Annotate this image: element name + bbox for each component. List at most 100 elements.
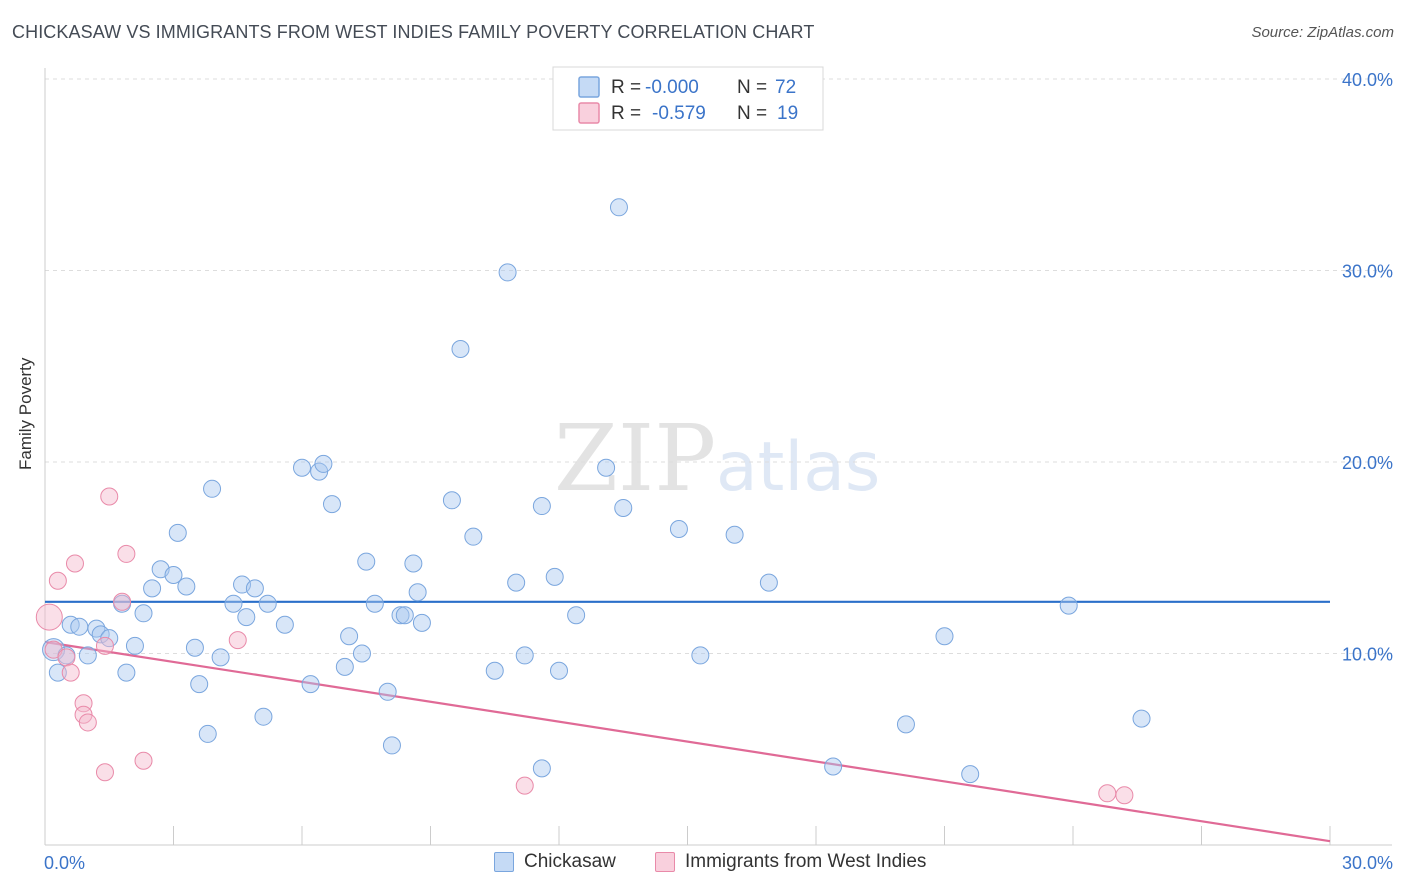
chickasaw-point	[378, 682, 397, 701]
watermark-zip: ZIP	[554, 405, 716, 512]
y-tick-label: 10.0%	[1342, 645, 1393, 665]
chickasaw-point	[245, 579, 264, 598]
chickasaw-point	[314, 454, 333, 473]
chickasaw-point	[691, 646, 710, 665]
chickasaw-point	[42, 638, 66, 662]
chickasaw-point	[759, 573, 778, 592]
grid-lines	[45, 78, 1392, 654]
chickasaw-point	[1132, 709, 1151, 728]
chickasaw-point	[211, 648, 230, 667]
chickasaw-point	[125, 636, 144, 655]
legend-label-west-indies: Immigrants from West Indies	[685, 851, 927, 872]
chickasaw-point	[404, 554, 423, 573]
west-indies-point	[78, 713, 97, 732]
legend-label-chickasaw: Chickasaw	[524, 851, 616, 872]
chickasaw-point	[78, 646, 97, 665]
chickasaw-point	[335, 657, 354, 676]
west-indies-point	[134, 751, 153, 770]
chickasaw-point	[352, 644, 371, 663]
chickasaw-point	[532, 759, 551, 778]
chickasaw-point	[545, 567, 564, 586]
chickasaw-point	[597, 458, 616, 477]
y-tick-label: 20.0%	[1342, 453, 1393, 473]
chickasaw-point	[669, 520, 688, 539]
chickasaw-point	[382, 736, 401, 755]
chickasaw-point	[190, 675, 209, 694]
chickasaw-point	[177, 577, 196, 596]
west-indies-point	[515, 776, 534, 795]
chickasaw-point	[498, 263, 517, 282]
chickasaw-point	[340, 627, 359, 646]
west-indies-point	[228, 631, 247, 650]
chickasaw-point	[91, 625, 110, 644]
legend-bottom: Chickasaw Immigrants from West Indies	[0, 851, 1406, 879]
legend-r-value-2: -0.579	[652, 103, 706, 124]
y-tick-label: 40.0%	[1342, 70, 1393, 90]
chickasaw-point	[532, 497, 551, 516]
chickasaw-point	[442, 491, 461, 510]
chickasaw-point	[451, 340, 470, 359]
west-indies-trend-line	[44, 640, 1331, 843]
chickasaw-point	[224, 594, 243, 613]
chickasaw-point	[550, 661, 568, 680]
west-indies-point	[117, 544, 136, 563]
chickasaw-point	[117, 663, 136, 682]
chickasaw-point	[301, 675, 320, 694]
west-indies-point	[1115, 786, 1134, 805]
chickasaw-point	[168, 523, 187, 542]
source-label: Source: ZipAtlas.com	[1251, 24, 1394, 41]
chart-title: CHICKASAW VS IMMIGRANTS FROM WEST INDIES…	[12, 22, 815, 42]
chickasaw-point	[198, 724, 217, 743]
y-tick-label: 30.0%	[1342, 262, 1393, 282]
chickasaw-point	[395, 606, 414, 625]
chickasaw-point	[134, 604, 153, 623]
chickasaw-point	[961, 765, 980, 784]
legend-r-label-2: R =	[611, 103, 641, 124]
west-indies-point	[48, 571, 67, 590]
legend-swatch-pink	[578, 102, 600, 124]
x-tick-label: 30.0%	[1342, 853, 1393, 873]
chickasaw-point	[322, 495, 341, 514]
west-indies-point	[95, 763, 114, 782]
legend-r-label-1: R =	[611, 77, 641, 98]
chickasaw-point	[48, 663, 67, 682]
data-points	[35, 198, 1151, 805]
watermark: ZIP atlas	[554, 405, 880, 512]
chickasaw-point	[507, 573, 526, 592]
axes	[44, 68, 1392, 846]
chickasaw-point	[391, 606, 410, 625]
legend-swatch-chickasaw	[494, 852, 514, 872]
legend-n-label-2: N =	[737, 103, 767, 124]
chickasaw-point	[1059, 596, 1078, 615]
west-indies-point	[65, 554, 84, 573]
chickasaw-point	[203, 479, 222, 498]
chickasaw-point	[935, 627, 954, 646]
chickasaw-point	[164, 565, 183, 584]
chickasaw-point	[609, 198, 628, 217]
legend-n-value-2: 19	[777, 103, 798, 124]
chickasaw-point	[567, 606, 586, 625]
chickasaw-point	[143, 579, 162, 598]
watermark-atlas: atlas	[716, 428, 880, 507]
chickasaw-point	[365, 594, 384, 613]
legend-item-west-indies: Immigrants from West Indies	[655, 851, 926, 873]
legend-item-chickasaw: Chickasaw	[494, 851, 616, 873]
west-indies-point	[35, 603, 63, 631]
chickasaw-point	[408, 583, 427, 602]
legend-n-value-1: 72	[775, 77, 796, 98]
chickasaw-point	[275, 615, 294, 634]
west-indies-point	[61, 663, 80, 682]
chickasaw-point	[614, 498, 633, 517]
chickasaw-point	[412, 613, 431, 632]
legend-top: R = -0.000 N = 72 R = -0.579 N = 19	[552, 66, 824, 131]
chickasaw-point	[896, 715, 915, 734]
west-indies-point	[100, 487, 119, 506]
tick-labels: 10.0% 20.0% 30.0% 40.0% 0.0% 30.0%	[44, 70, 1393, 873]
chickasaw-point	[254, 707, 273, 726]
chickasaw-point	[258, 594, 277, 613]
legend-swatch-west-indies	[655, 852, 675, 872]
chickasaw-point	[293, 458, 311, 477]
chickasaw-point	[515, 646, 534, 665]
west-indies-point	[113, 592, 132, 611]
